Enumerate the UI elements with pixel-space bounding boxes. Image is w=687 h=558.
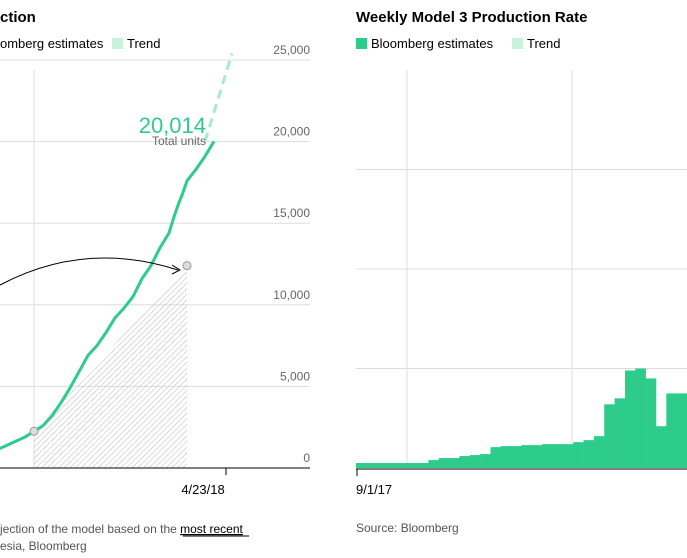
bar [397, 463, 409, 468]
bar [676, 393, 687, 469]
left-y-axis: 25,000 20,000 15,000 10,000 5,000 0 [273, 43, 310, 465]
bar [583, 440, 595, 468]
bar [449, 458, 460, 468]
legend-estimates-label: Bloomberg estimates [371, 36, 494, 51]
series-line-trend [203, 53, 234, 142]
y-tick-label: 10,000 [273, 288, 310, 302]
marker-point [182, 261, 192, 271]
left-chart: ction omberg estimates Trend 25,000 20,00… [0, 9, 310, 553]
bar [480, 454, 491, 468]
bar [511, 446, 522, 468]
bar [521, 445, 533, 468]
bar [387, 463, 398, 468]
bar [604, 404, 615, 468]
bar [490, 447, 502, 468]
bar [542, 444, 553, 468]
bar [593, 436, 605, 468]
y-tick-label: 5,000 [280, 369, 310, 383]
left-legend: omberg estimates Trend [0, 36, 160, 51]
bar [573, 442, 584, 468]
bar [356, 463, 367, 468]
series-line-estimates [0, 140, 216, 450]
right-chart-title: Weekly Model 3 Production Rate [356, 9, 587, 26]
bar [552, 444, 564, 468]
bar [614, 398, 626, 468]
bar-series [356, 368, 687, 469]
bar [438, 458, 450, 468]
y-tick-label: 25,000 [273, 43, 310, 57]
y-tick-label: 15,000 [273, 206, 310, 220]
footnote-line2: esia, Bloomberg [0, 539, 87, 553]
annotation-value: 20,014 [139, 113, 206, 138]
right-gridlines [356, 169, 687, 369]
right-chart: Weekly Model 3 Production Rate Bloomberg… [356, 9, 687, 535]
y-tick-label: 20,000 [273, 125, 310, 139]
bar [376, 463, 388, 468]
bar [407, 463, 419, 468]
legend-trend-swatch [512, 38, 523, 49]
footnote-line1: jection of the model based on the most r… [0, 522, 243, 536]
legend-estimates-label: omberg estimates [0, 36, 104, 51]
x-tick-label: 9/1/17 [356, 482, 392, 497]
bar [418, 463, 429, 468]
legend-trend-label: Trend [127, 36, 160, 51]
right-legend: Bloomberg estimates Trend [356, 36, 560, 51]
arrowhead-icon [171, 264, 182, 275]
bar [635, 368, 646, 468]
annotation-label: Total units [152, 134, 206, 148]
actual-production-hatched-area [34, 265, 187, 468]
bar [562, 444, 574, 468]
bar [531, 445, 543, 468]
legend-estimates-swatch [356, 38, 367, 49]
source-note: Source: Bloomberg [356, 521, 459, 535]
bar [428, 460, 440, 468]
bar [624, 370, 636, 468]
bar [469, 455, 481, 468]
bar [645, 378, 657, 468]
x-tick-label: 4/23/18 [181, 482, 224, 497]
left-chart-title: ction [0, 9, 36, 26]
bar [655, 426, 667, 468]
annotation-arrow [0, 257, 179, 286]
bar [666, 393, 677, 469]
bar [500, 446, 512, 468]
bar [366, 463, 377, 468]
most-recent-link[interactable]: most recent [180, 522, 243, 536]
y-tick-label: 0 [303, 451, 310, 465]
legend-trend-swatch [112, 38, 123, 49]
bar [459, 456, 471, 468]
marker-point [29, 426, 39, 436]
legend-trend-label: Trend [527, 36, 560, 51]
